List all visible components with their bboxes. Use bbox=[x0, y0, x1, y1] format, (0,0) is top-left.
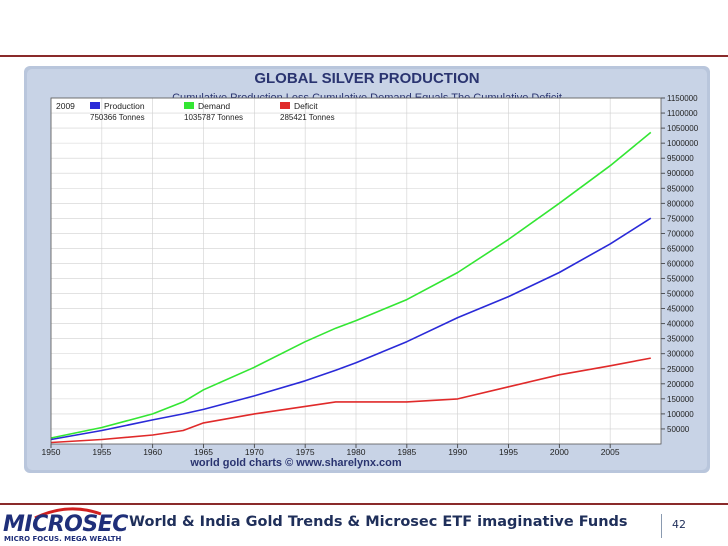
logo-swoosh-icon bbox=[34, 507, 102, 520]
y-tick-label: 1050000 bbox=[667, 124, 699, 133]
legend-value-production: 750366 Tonnes bbox=[90, 113, 145, 122]
x-tick-label: 1960 bbox=[143, 447, 162, 457]
silver-production-chart: GLOBAL SILVER PRODUCTION Cumulative Prod… bbox=[24, 66, 710, 473]
footer-separator bbox=[661, 514, 662, 538]
y-tick-label: 250000 bbox=[667, 365, 694, 374]
legend-swatch-production bbox=[90, 102, 100, 109]
y-tick-label: 550000 bbox=[667, 275, 694, 284]
y-tick-label: 1100000 bbox=[667, 109, 698, 118]
y-tick-label: 100000 bbox=[667, 410, 694, 419]
y-tick-label: 50000 bbox=[667, 425, 690, 434]
legend-label-production: Production bbox=[104, 101, 145, 111]
x-tick-label: 2000 bbox=[550, 447, 569, 457]
legend-swatch-demand bbox=[184, 102, 194, 109]
chart-title: GLOBAL SILVER PRODUCTION bbox=[254, 70, 479, 87]
y-tick-label: 600000 bbox=[667, 259, 694, 268]
y-tick-label: 750000 bbox=[667, 214, 694, 223]
series-line-demand bbox=[50, 131, 652, 439]
top-rule bbox=[0, 55, 728, 57]
y-tick-label: 1000000 bbox=[667, 139, 699, 148]
axis-layer: 1950 1955 1960 1965 1970 1975 1980 1985 1990 1995… bbox=[42, 94, 699, 457]
page-number: 42 bbox=[672, 518, 686, 531]
y-tick-label: 150000 bbox=[667, 395, 694, 404]
y-tick-label: 1150000 bbox=[667, 94, 698, 103]
x-tick-label: 1975 bbox=[296, 447, 315, 457]
footer-rule bbox=[0, 503, 728, 505]
logo-tagline: MICRO FOCUS. MEGA WEALTH bbox=[4, 535, 122, 543]
x-tick-label: 1970 bbox=[245, 447, 264, 457]
y-tick-label: 800000 bbox=[667, 199, 694, 208]
legend-year: 2009 bbox=[56, 101, 75, 111]
series-line-production bbox=[50, 217, 652, 441]
x-tick-label: 1955 bbox=[92, 447, 111, 457]
logo-text: MICROSEC bbox=[3, 512, 128, 537]
x-tick-label: 1990 bbox=[448, 447, 467, 457]
y-tick-label: 950000 bbox=[667, 154, 694, 163]
x-tick-label: 1965 bbox=[194, 447, 213, 457]
legend-value-demand: 1035787 Tonnes bbox=[184, 113, 243, 122]
y-tick-label: 650000 bbox=[667, 244, 694, 253]
x-tick-label: 2005 bbox=[601, 447, 620, 457]
x-tick-label: 1950 bbox=[42, 447, 61, 457]
series-layer bbox=[50, 131, 652, 444]
y-tick-label: 500000 bbox=[667, 290, 694, 299]
legend-label-demand: Demand bbox=[198, 101, 230, 111]
legend-label-deficit: Deficit bbox=[294, 101, 318, 111]
grid bbox=[50, 97, 661, 444]
y-tick-label: 900000 bbox=[667, 169, 694, 178]
x-tick-label: 1980 bbox=[347, 447, 366, 457]
legend: 2009 Production 750366 Tonnes Demand 103578… bbox=[56, 101, 335, 122]
series-line-deficit bbox=[50, 357, 651, 444]
chart-source: world gold charts © www.sharelynx.com bbox=[189, 457, 401, 469]
x-tick-label: 1985 bbox=[397, 447, 416, 457]
y-tick-label: 850000 bbox=[667, 184, 694, 193]
y-tick-label: 450000 bbox=[667, 305, 694, 314]
y-tick-label: 400000 bbox=[667, 320, 694, 329]
microsec-logo: MICROSEC MICRO FOCUS. MEGA WEALTH bbox=[3, 507, 128, 544]
legend-swatch-deficit bbox=[280, 102, 290, 109]
y-tick-label: 200000 bbox=[667, 380, 694, 389]
y-tick-label: 350000 bbox=[667, 335, 694, 344]
plot-border bbox=[50, 97, 662, 445]
footer-title: World & India Gold Trends & Microsec ETF… bbox=[129, 514, 628, 530]
legend-value-deficit: 285421 Tonnes bbox=[280, 113, 335, 122]
x-tick-label: 1995 bbox=[499, 447, 518, 457]
y-tick-label: 700000 bbox=[667, 229, 694, 238]
chart-svg: GLOBAL SILVER PRODUCTION Cumulative Prod… bbox=[24, 66, 710, 473]
y-tick-label: 300000 bbox=[667, 350, 694, 359]
